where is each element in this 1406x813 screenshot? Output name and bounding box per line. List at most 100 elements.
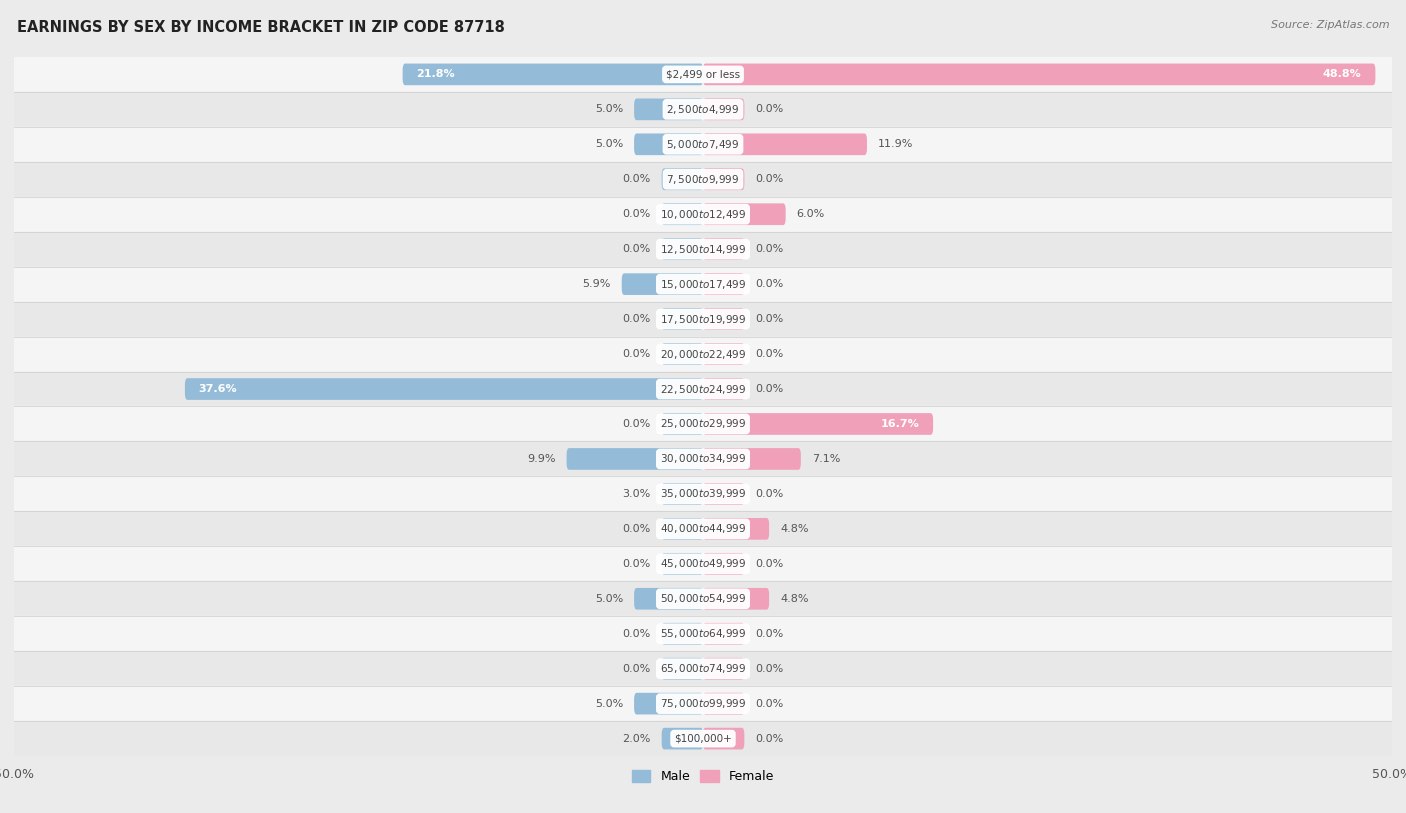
Text: $50,000 to $54,999: $50,000 to $54,999 bbox=[659, 593, 747, 605]
Text: 0.0%: 0.0% bbox=[755, 663, 783, 674]
Text: $7,500 to $9,999: $7,500 to $9,999 bbox=[666, 173, 740, 185]
FancyBboxPatch shape bbox=[662, 623, 703, 645]
Text: $2,499 or less: $2,499 or less bbox=[666, 69, 740, 80]
FancyBboxPatch shape bbox=[186, 378, 703, 400]
Text: 16.7%: 16.7% bbox=[880, 419, 920, 429]
FancyBboxPatch shape bbox=[634, 133, 703, 155]
FancyBboxPatch shape bbox=[662, 553, 703, 575]
FancyBboxPatch shape bbox=[662, 483, 703, 505]
Text: $75,000 to $99,999: $75,000 to $99,999 bbox=[659, 698, 747, 710]
Text: $17,500 to $19,999: $17,500 to $19,999 bbox=[659, 313, 747, 325]
Text: 4.8%: 4.8% bbox=[780, 593, 808, 604]
FancyBboxPatch shape bbox=[662, 168, 703, 190]
Text: 0.0%: 0.0% bbox=[755, 628, 783, 639]
Text: $2,500 to $4,999: $2,500 to $4,999 bbox=[666, 103, 740, 115]
FancyBboxPatch shape bbox=[703, 238, 744, 260]
Text: 0.0%: 0.0% bbox=[623, 209, 651, 220]
Text: 0.0%: 0.0% bbox=[623, 419, 651, 429]
Text: $100,000+: $100,000+ bbox=[673, 733, 733, 744]
Text: 0.0%: 0.0% bbox=[755, 733, 783, 744]
Bar bbox=[14, 302, 1392, 337]
FancyBboxPatch shape bbox=[662, 343, 703, 365]
FancyBboxPatch shape bbox=[703, 98, 744, 120]
Text: 0.0%: 0.0% bbox=[623, 244, 651, 254]
FancyBboxPatch shape bbox=[703, 413, 934, 435]
FancyBboxPatch shape bbox=[703, 63, 1375, 85]
FancyBboxPatch shape bbox=[662, 203, 703, 225]
Text: 0.0%: 0.0% bbox=[755, 698, 783, 709]
Text: $15,000 to $17,499: $15,000 to $17,499 bbox=[659, 278, 747, 290]
FancyBboxPatch shape bbox=[662, 518, 703, 540]
Text: 0.0%: 0.0% bbox=[623, 349, 651, 359]
FancyBboxPatch shape bbox=[703, 553, 744, 575]
FancyBboxPatch shape bbox=[703, 273, 744, 295]
Bar bbox=[14, 546, 1392, 581]
Bar bbox=[14, 441, 1392, 476]
Bar bbox=[14, 92, 1392, 127]
Bar bbox=[14, 581, 1392, 616]
Bar bbox=[14, 127, 1392, 162]
FancyBboxPatch shape bbox=[703, 658, 744, 680]
Text: 5.9%: 5.9% bbox=[582, 279, 610, 289]
Bar bbox=[14, 372, 1392, 406]
Text: 48.8%: 48.8% bbox=[1323, 69, 1361, 80]
Text: 0.0%: 0.0% bbox=[623, 314, 651, 324]
Text: 21.8%: 21.8% bbox=[416, 69, 456, 80]
Text: $45,000 to $49,999: $45,000 to $49,999 bbox=[659, 558, 747, 570]
Text: 7.1%: 7.1% bbox=[811, 454, 841, 464]
FancyBboxPatch shape bbox=[402, 63, 703, 85]
Text: $22,500 to $24,999: $22,500 to $24,999 bbox=[659, 383, 747, 395]
Text: 3.0%: 3.0% bbox=[623, 489, 651, 499]
FancyBboxPatch shape bbox=[703, 728, 744, 750]
Bar bbox=[14, 476, 1392, 511]
Text: 0.0%: 0.0% bbox=[623, 524, 651, 534]
FancyBboxPatch shape bbox=[703, 518, 769, 540]
Text: 5.0%: 5.0% bbox=[595, 593, 623, 604]
FancyBboxPatch shape bbox=[634, 588, 703, 610]
Bar bbox=[14, 197, 1392, 232]
Text: $30,000 to $34,999: $30,000 to $34,999 bbox=[659, 453, 747, 465]
Bar bbox=[14, 686, 1392, 721]
Text: $40,000 to $44,999: $40,000 to $44,999 bbox=[659, 523, 747, 535]
Text: 0.0%: 0.0% bbox=[755, 104, 783, 115]
Text: 0.0%: 0.0% bbox=[623, 663, 651, 674]
FancyBboxPatch shape bbox=[621, 273, 703, 295]
FancyBboxPatch shape bbox=[703, 308, 744, 330]
Bar bbox=[14, 57, 1392, 92]
FancyBboxPatch shape bbox=[703, 623, 744, 645]
FancyBboxPatch shape bbox=[662, 728, 703, 750]
Text: 0.0%: 0.0% bbox=[623, 628, 651, 639]
FancyBboxPatch shape bbox=[662, 308, 703, 330]
Text: 0.0%: 0.0% bbox=[755, 489, 783, 499]
Text: 5.0%: 5.0% bbox=[595, 104, 623, 115]
FancyBboxPatch shape bbox=[703, 168, 744, 190]
Bar bbox=[14, 651, 1392, 686]
Text: $20,000 to $22,499: $20,000 to $22,499 bbox=[659, 348, 747, 360]
FancyBboxPatch shape bbox=[703, 448, 801, 470]
FancyBboxPatch shape bbox=[634, 98, 703, 120]
Text: 0.0%: 0.0% bbox=[755, 314, 783, 324]
Bar bbox=[14, 267, 1392, 302]
FancyBboxPatch shape bbox=[703, 588, 769, 610]
Bar bbox=[14, 721, 1392, 756]
Text: $35,000 to $39,999: $35,000 to $39,999 bbox=[659, 488, 747, 500]
Text: 11.9%: 11.9% bbox=[877, 139, 914, 150]
Text: 5.0%: 5.0% bbox=[595, 698, 623, 709]
FancyBboxPatch shape bbox=[703, 378, 744, 400]
FancyBboxPatch shape bbox=[567, 448, 703, 470]
FancyBboxPatch shape bbox=[662, 413, 703, 435]
Text: 0.0%: 0.0% bbox=[755, 174, 783, 185]
Text: 6.0%: 6.0% bbox=[797, 209, 825, 220]
FancyBboxPatch shape bbox=[703, 203, 786, 225]
FancyBboxPatch shape bbox=[703, 693, 744, 715]
Bar bbox=[14, 406, 1392, 441]
Text: 0.0%: 0.0% bbox=[755, 559, 783, 569]
FancyBboxPatch shape bbox=[703, 133, 868, 155]
Text: $65,000 to $74,999: $65,000 to $74,999 bbox=[659, 663, 747, 675]
Text: 0.0%: 0.0% bbox=[755, 279, 783, 289]
Text: 5.0%: 5.0% bbox=[595, 139, 623, 150]
FancyBboxPatch shape bbox=[634, 693, 703, 715]
Text: EARNINGS BY SEX BY INCOME BRACKET IN ZIP CODE 87718: EARNINGS BY SEX BY INCOME BRACKET IN ZIP… bbox=[17, 20, 505, 35]
Text: $12,500 to $14,999: $12,500 to $14,999 bbox=[659, 243, 747, 255]
Text: 2.0%: 2.0% bbox=[623, 733, 651, 744]
